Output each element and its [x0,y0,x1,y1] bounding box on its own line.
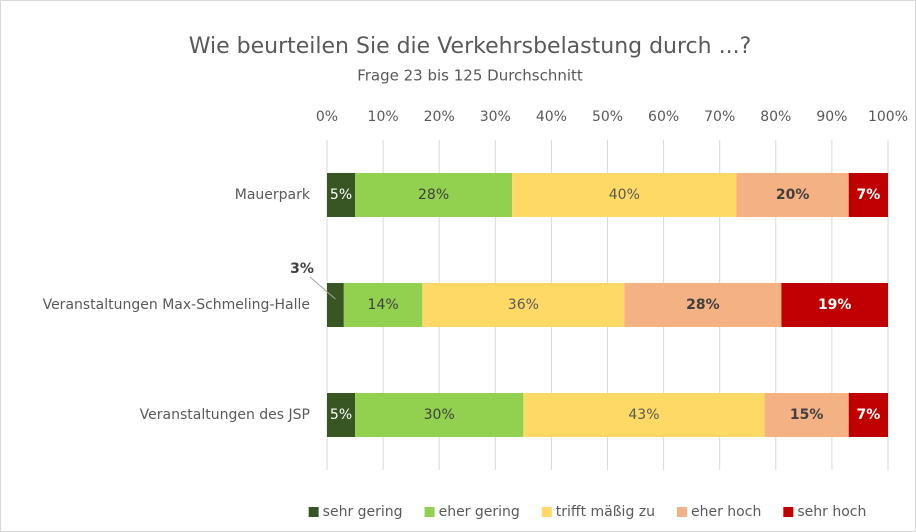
bar-segment [624,283,782,327]
data-label: 40% [609,187,640,203]
chart-title: Wie beurteilen Sie die Verkehrsbelastung… [189,34,752,59]
x-tick-label: 60% [648,109,679,125]
y-tick-label: Veranstaltungen des JSP [140,407,310,423]
legend-swatch [677,507,687,517]
y-tick-label: Mauerpark [235,187,311,203]
x-tick-label: 10% [368,109,399,125]
bar-segment [327,283,344,327]
bar-segment [355,173,513,217]
legend-item: eher hoch [677,504,761,520]
bar-segment [764,393,849,437]
bar-segment [736,173,849,217]
data-label: 28% [418,187,449,203]
data-label: 15% [790,407,824,423]
data-label: 5% [330,187,352,203]
bar-segment [848,393,888,437]
x-tick-label: 40% [536,109,567,125]
legend-label: sehr gering [323,504,403,520]
x-tick-label: 20% [424,109,455,125]
leader-line [309,276,336,300]
legend-swatch [541,507,552,517]
legend-swatch [424,507,435,517]
data-label: 43% [628,407,659,423]
legend-item: eher gering [424,504,520,520]
legend-swatch [783,507,794,517]
bar-segment [848,173,888,217]
legend-label: eher hoch [691,504,761,520]
x-tick-label: 70% [704,109,735,125]
bar-segment [523,393,765,437]
legend-swatch [308,507,319,517]
bar-segment [327,173,356,217]
data-label: 28% [686,297,720,313]
legend-label: trifft mäßig zu [556,504,655,520]
legend-item: sehr gering [308,504,403,520]
bar-segment [343,283,423,327]
bar-segment [355,393,524,437]
data-label: 5% [330,407,352,423]
data-label: 7% [856,407,880,423]
data-label: 30% [424,407,455,423]
data-label: 36% [508,297,539,313]
bar-segment [422,283,625,327]
data-label: 19% [818,297,852,313]
y-tick-label: Veranstaltungen Max-Schmeling-Halle [43,297,310,313]
x-tick-label: 50% [592,109,623,125]
bar-segment [512,173,737,217]
legend-item: trifft mäßig zu [541,504,655,520]
data-label: 7% [856,187,880,203]
x-tick-label: 100% [868,109,908,125]
bar-segment [781,283,888,327]
x-tick-label: 0% [316,109,338,125]
data-label: 3% [290,261,314,277]
legend-label: sehr hoch [797,504,866,520]
data-label: 14% [368,297,399,313]
legend-item: sehr hoch [783,504,866,520]
chart-subtitle: Frage 23 bis 125 Durchschnitt [357,67,583,85]
x-tick-label: 80% [760,109,791,125]
data-label: 20% [776,187,810,203]
x-tick-label: 30% [480,109,511,125]
legend-label: eher gering [439,504,520,520]
bar-segment [327,393,356,437]
x-tick-label: 90% [816,109,847,125]
